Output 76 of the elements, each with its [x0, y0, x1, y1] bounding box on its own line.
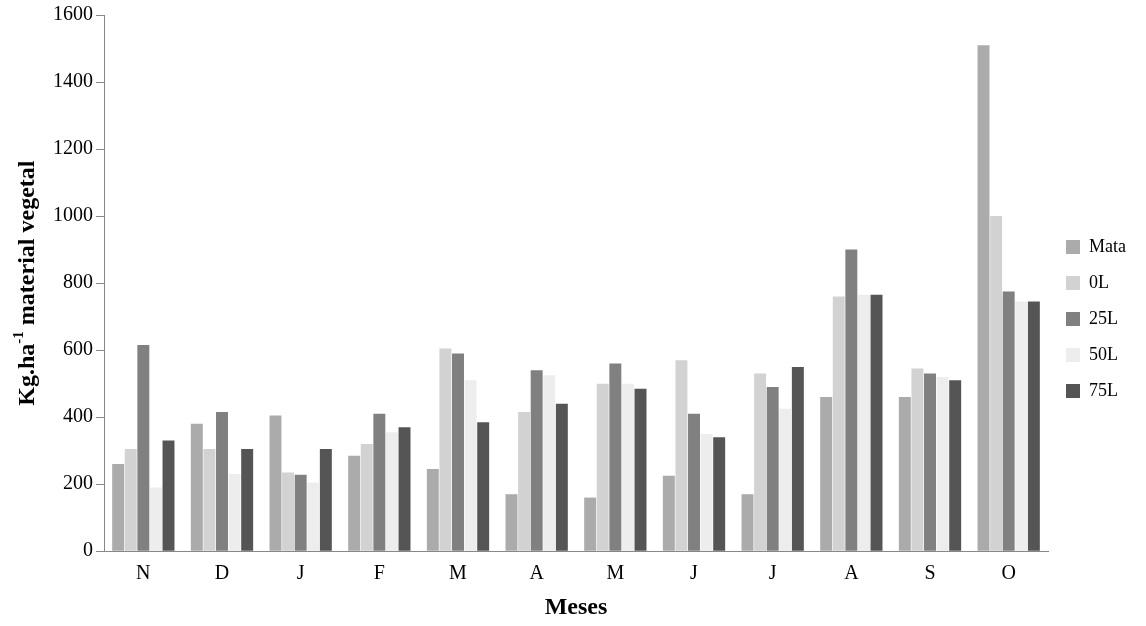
x-tick-label: J [296, 561, 305, 584]
y-tick-label: 1600 [53, 2, 93, 25]
bar [596, 383, 609, 551]
bar [228, 474, 241, 551]
bar [398, 427, 411, 551]
bar [857, 294, 870, 551]
x-tick-label: J [690, 561, 699, 584]
bar [439, 348, 452, 551]
bar [936, 376, 949, 551]
bar [464, 380, 477, 551]
bar [518, 412, 531, 551]
bar [360, 443, 373, 551]
x-tick-label: J [768, 561, 777, 584]
bar [190, 423, 203, 551]
bar [832, 296, 845, 551]
x-tick-label: N [136, 561, 151, 584]
bar [949, 380, 962, 551]
bar [621, 383, 634, 551]
bar [977, 45, 990, 551]
bar [543, 375, 556, 551]
x-tick-label: S [924, 561, 936, 584]
bar [713, 437, 726, 551]
x-tick-label: A [844, 561, 860, 584]
x-tick-label: O [1001, 561, 1016, 584]
bar [307, 482, 320, 551]
y-tick-label: 600 [63, 337, 93, 360]
bar [477, 422, 490, 551]
bar [112, 464, 125, 551]
bar [741, 494, 754, 551]
y-tick-label: 0 [83, 538, 93, 561]
bar [1015, 301, 1028, 551]
bar [124, 448, 137, 551]
x-tick-label: M [606, 561, 625, 584]
x-tick-label: A [529, 561, 545, 584]
bar [269, 415, 282, 551]
x-tick-label: D [214, 561, 230, 584]
bar [241, 448, 254, 551]
bar [319, 448, 332, 551]
bar [555, 403, 568, 551]
bar [911, 368, 924, 551]
bar [149, 487, 162, 551]
bar [634, 388, 647, 551]
legend-label: 50L [1089, 343, 1119, 364]
bar [282, 472, 295, 551]
x-tick-label: M [449, 561, 468, 584]
bar [348, 455, 361, 551]
legend-label: 0L [1089, 271, 1110, 292]
bar [584, 497, 597, 551]
bar [700, 433, 713, 551]
y-tick-label: 1200 [53, 136, 93, 159]
bar [505, 494, 518, 551]
bar [898, 397, 911, 551]
y-tick-label: 400 [63, 404, 93, 427]
bar [203, 448, 216, 551]
legend-label: 25L [1089, 307, 1119, 328]
y-tick-label: 1000 [53, 203, 93, 226]
bar [754, 373, 767, 551]
legend-label: Mata [1089, 235, 1127, 256]
legend-label: 75L [1089, 379, 1119, 400]
bar [385, 432, 398, 551]
bar [662, 475, 675, 551]
y-axis-title: Kg.ha-1 material vegetal [9, 160, 40, 406]
bar [426, 469, 439, 551]
bar [162, 440, 175, 551]
bar [675, 360, 688, 551]
bar [779, 408, 792, 551]
x-axis-title: Meses [544, 592, 608, 619]
bar [791, 366, 804, 551]
x-tick-label: F [373, 561, 385, 584]
y-tick-label: 1400 [53, 69, 93, 92]
bar [870, 294, 883, 551]
y-tick-label: 800 [63, 270, 93, 293]
bar [1027, 301, 1040, 551]
y-tick-label: 200 [63, 471, 93, 494]
bar [820, 397, 833, 551]
bar [990, 216, 1003, 551]
